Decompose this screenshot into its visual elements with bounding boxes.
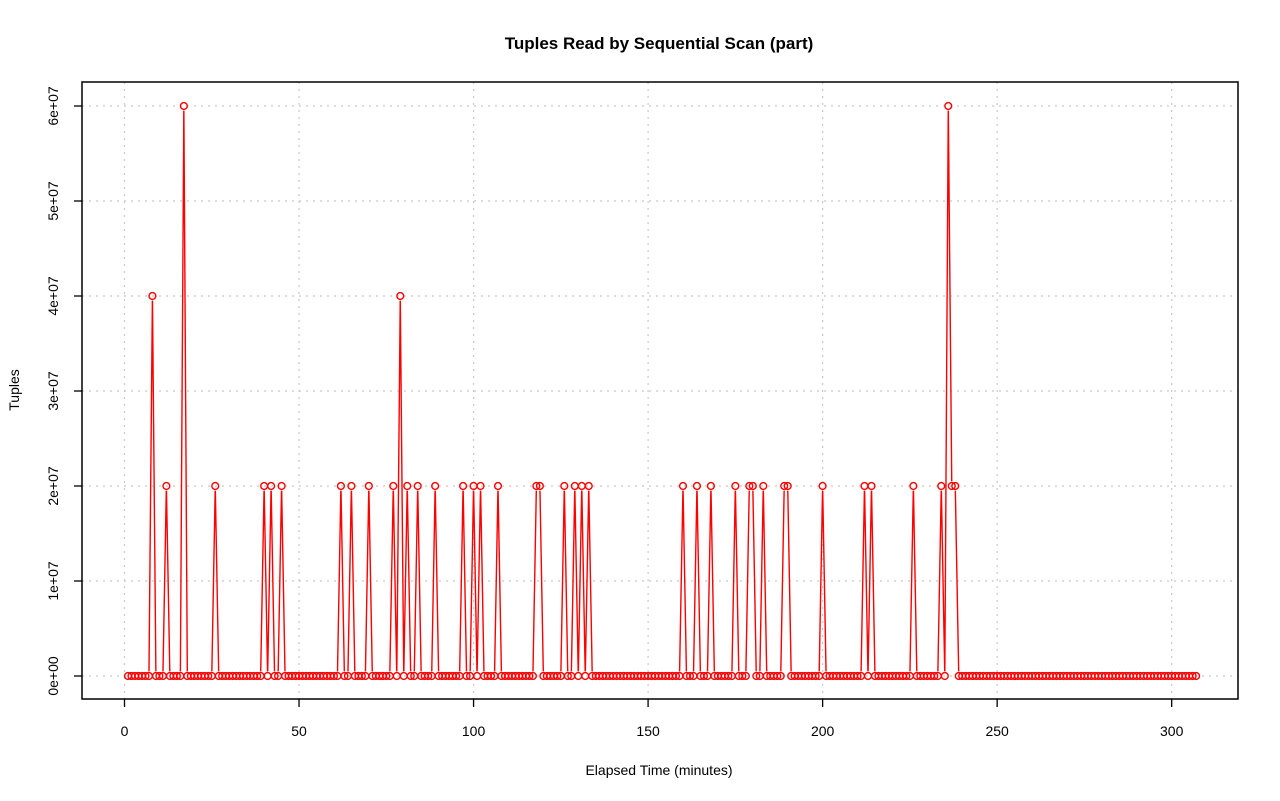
data-point-74 (382, 671, 391, 681)
data-point-117 (532, 481, 541, 491)
data-point-186 (773, 671, 782, 681)
data-point-178 (745, 481, 754, 491)
plot-frame (81, 81, 1239, 700)
series-line (148, 110, 960, 672)
data-point-64 (347, 481, 356, 491)
data-point-161 (685, 671, 695, 681)
data-point-77 (392, 671, 401, 681)
data-point-234 (940, 671, 949, 681)
data-point-81 (406, 671, 415, 681)
data-point-67 (357, 671, 366, 681)
data-point-23 (204, 671, 213, 681)
data-point-104 (486, 671, 496, 681)
data-point-165 (699, 671, 709, 681)
data-point-78 (396, 291, 405, 301)
data-point-236 (947, 481, 956, 491)
data-point-86 (424, 671, 433, 681)
data-point-25 (211, 481, 220, 491)
x-tick-label-2: 100 (462, 723, 486, 739)
x-tick-label-1: 50 (291, 723, 307, 739)
data-point-11 (162, 481, 171, 491)
data-point-213 (867, 481, 876, 491)
x-tick-label-5: 250 (985, 723, 1009, 739)
data-point-197 (811, 671, 820, 681)
data-point-116 (528, 671, 538, 681)
data-point-76 (389, 481, 398, 491)
y-tick-label-3: 3e+07 (45, 371, 61, 411)
data-point-69 (364, 481, 373, 491)
series (123, 101, 1201, 681)
data-point-94 (452, 671, 461, 681)
data-point-177 (741, 671, 750, 681)
grid (82, 82, 1238, 699)
y-tick-label-1: 1e+07 (45, 561, 61, 601)
data-point-306 (1192, 671, 1201, 681)
data-point-187 (776, 671, 785, 681)
data-point-237 (951, 481, 960, 491)
data-point-118 (535, 481, 544, 491)
y-tick-label-2: 2e+07 (45, 466, 61, 506)
y-axis: 0e+00 1e+07 2e+07 3e+07 4e+07 5e+07 6e+07 (45, 86, 82, 696)
data-point-97 (462, 671, 471, 681)
data-point-159 (678, 481, 688, 491)
data-point-123 (553, 671, 562, 681)
data-point-37 (253, 671, 262, 681)
data-point-106 (493, 481, 503, 491)
data-point-61 (336, 481, 346, 491)
data-point-126 (563, 671, 572, 681)
data-point-172 (724, 671, 733, 681)
data-point-305 (1188, 671, 1197, 681)
data-point-167 (706, 481, 716, 491)
data-point-188 (780, 481, 789, 491)
data-point-132 (584, 481, 593, 491)
data-point-5 (141, 671, 150, 681)
data-point-199 (818, 481, 827, 491)
data-point-231 (930, 671, 939, 681)
data-point-62 (340, 671, 349, 681)
data-point-163 (692, 481, 702, 491)
data-point-7 (148, 291, 157, 301)
data-point-96 (458, 481, 468, 491)
data-point-44 (277, 481, 286, 491)
data-point-179 (748, 481, 757, 491)
data-point-42 (270, 671, 279, 681)
data-point-176 (738, 671, 747, 681)
x-axis-label: Elapsed Time (minutes) (585, 762, 732, 778)
data-point-101 (476, 481, 485, 491)
data-point-125 (560, 481, 569, 491)
data-point-115 (525, 671, 534, 681)
data-point-41 (267, 481, 276, 491)
y-axis-label: Tuples (6, 369, 22, 411)
y-tick-label-6: 6e+07 (45, 86, 61, 126)
data-point-80 (403, 481, 412, 491)
data-point-189 (783, 481, 792, 491)
chart-title: Tuples Read by Sequential Scan (part) (505, 34, 814, 53)
data-point-157 (671, 671, 681, 681)
data-point-83 (413, 481, 422, 491)
data-point-235 (944, 101, 953, 111)
data-point-88 (431, 481, 440, 491)
data-point-79 (399, 671, 408, 681)
data-point-223 (902, 671, 911, 681)
data-point-174 (731, 481, 740, 491)
data-point-16 (179, 101, 188, 111)
data-point-180 (752, 671, 761, 681)
data-point-209 (853, 671, 862, 681)
x-tick-label-4: 200 (811, 723, 835, 739)
data-point-14 (172, 671, 181, 681)
data-point-182 (759, 481, 768, 491)
x-tick-label-3: 150 (636, 723, 660, 739)
data-point-9 (155, 671, 164, 681)
data-point-233 (937, 481, 946, 491)
data-point-225 (909, 481, 918, 491)
x-axis: 0 50 100 150 200 250 300 (121, 699, 1184, 739)
y-tick-label-0: 0e+00 (45, 656, 61, 696)
x-tick-label-6: 300 (1160, 723, 1184, 739)
data-point-59 (329, 671, 339, 681)
y-tick-label-5: 5e+07 (45, 181, 61, 221)
x-tick-label-0: 0 (121, 723, 129, 739)
y-tick-label-4: 4e+07 (45, 276, 61, 316)
